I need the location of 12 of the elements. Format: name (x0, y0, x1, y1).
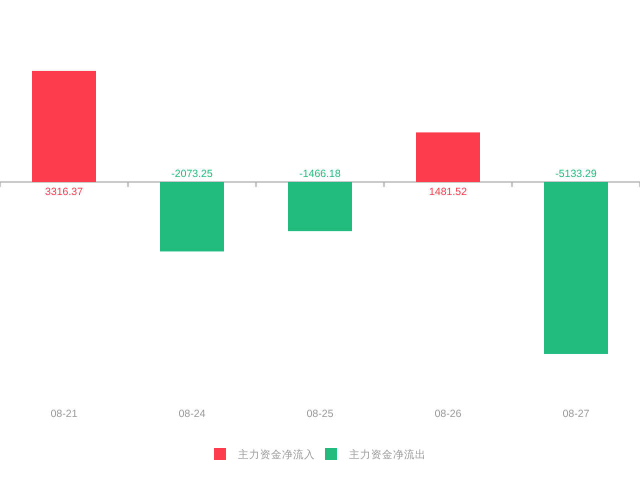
data-label: -1466.18 (299, 168, 341, 180)
data-label: 1481.52 (429, 186, 467, 198)
data-label: 3316.37 (45, 186, 83, 198)
x-tick-label: 08-26 (434, 408, 462, 420)
x-tick-label: 08-27 (562, 408, 590, 420)
legend-label: 主力资金净流出 (349, 448, 426, 461)
data-label: -5133.29 (555, 168, 597, 180)
x-tick-label: 08-21 (50, 408, 78, 420)
x-tick-label: 08-25 (306, 408, 334, 420)
data-label: -2073.25 (171, 168, 213, 180)
x-tick-label: 08-24 (178, 408, 206, 420)
legend-label: 主力资金净流入 (238, 448, 315, 461)
